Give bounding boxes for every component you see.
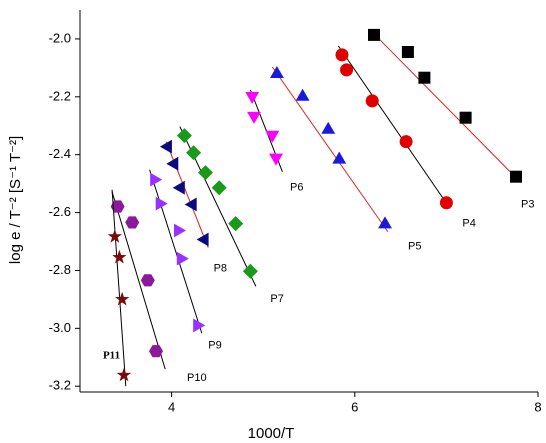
series-label: P4 [462, 218, 475, 230]
point [125, 216, 140, 229]
y-tick-label: -2.0 [49, 30, 71, 45]
point [184, 197, 197, 212]
fit-line [149, 169, 203, 334]
point [107, 229, 122, 243]
y-tick-label: -3.2 [49, 378, 71, 393]
point [172, 180, 185, 195]
x-axis-label: 1000/T [248, 425, 295, 442]
point [228, 216, 244, 232]
series-label: P3 [521, 199, 534, 211]
y-tick-label: -3.0 [49, 320, 71, 335]
fit-line [165, 141, 209, 248]
point [174, 223, 186, 238]
point [439, 196, 453, 210]
x-tick-label: 4 [168, 399, 175, 414]
point [211, 180, 227, 196]
point [198, 165, 213, 181]
point [295, 88, 310, 101]
point [115, 291, 130, 306]
point [269, 153, 283, 166]
point [332, 151, 347, 164]
fit-line [111, 191, 166, 370]
point [368, 28, 380, 41]
point [418, 71, 431, 84]
point [149, 345, 163, 358]
series-label: P7 [270, 293, 283, 305]
series-label: P8 [214, 262, 227, 274]
point [112, 249, 127, 264]
point [378, 216, 392, 229]
point [321, 121, 336, 134]
point [150, 172, 163, 187]
fit-line [271, 66, 389, 232]
point [245, 92, 260, 104]
series-label: P6 [290, 181, 303, 193]
point [335, 48, 349, 62]
point [159, 139, 172, 154]
point [176, 251, 189, 266]
point [110, 200, 125, 213]
y-tick-label: -2.2 [49, 88, 71, 103]
y-tick-label: -2.4 [49, 146, 71, 161]
point [166, 156, 179, 171]
point [270, 66, 284, 78]
y-axis-label: log e / T⁻² [S⁻¹ T⁻²] [7, 136, 24, 264]
point [186, 145, 202, 161]
point [365, 94, 379, 108]
series-label: P11 [103, 350, 120, 362]
series-label: P10 [187, 372, 207, 384]
fit-line [111, 189, 127, 387]
point [399, 135, 413, 149]
point [116, 367, 132, 382]
x-tick-label: 8 [534, 399, 541, 414]
point [340, 63, 354, 77]
point [510, 170, 522, 183]
point [140, 274, 155, 287]
x-tick-label: 6 [351, 399, 358, 414]
fit-line [371, 31, 519, 180]
series-label: P5 [408, 240, 421, 252]
point [459, 111, 472, 124]
point [401, 46, 414, 58]
point [196, 232, 209, 247]
point [155, 196, 168, 211]
y-tick-label: -2.8 [49, 262, 71, 277]
point [242, 263, 258, 279]
point [247, 111, 261, 124]
series-label: P9 [208, 339, 221, 351]
point [265, 130, 280, 143]
y-tick-label: -2.6 [49, 204, 71, 219]
fit-line [337, 45, 451, 209]
point [176, 128, 192, 144]
point [193, 318, 206, 333]
